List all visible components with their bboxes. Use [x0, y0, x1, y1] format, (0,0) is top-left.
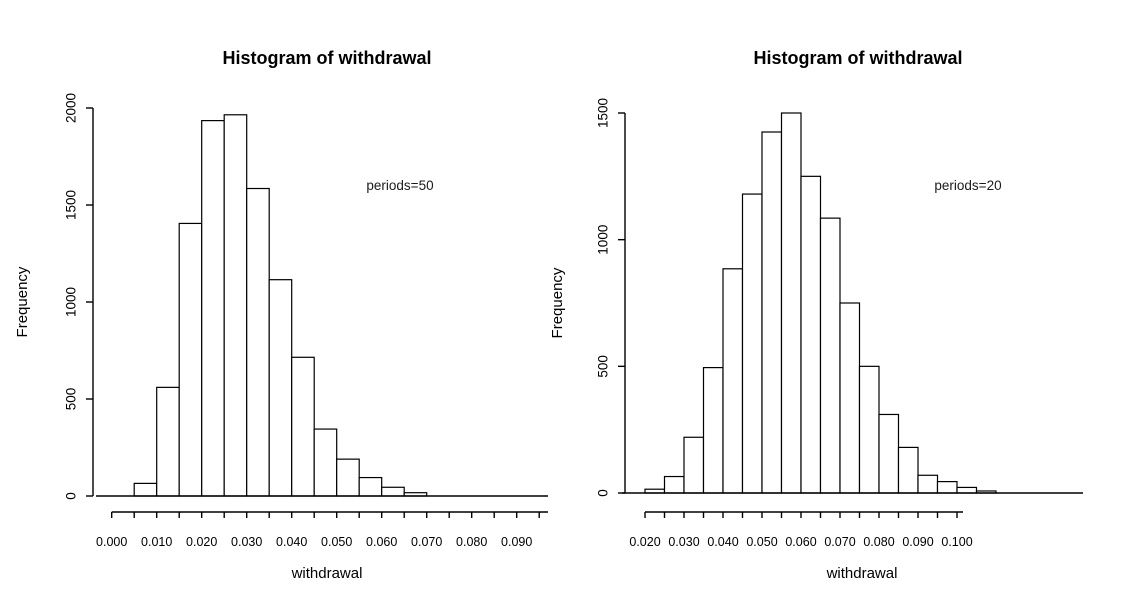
histogram-bar	[268, 279, 293, 497]
x-tick-label: 0.000	[96, 535, 127, 549]
y-axis-label: Frequency	[549, 267, 566, 338]
histogram-bar	[761, 131, 783, 494]
histogram-left: 0 500 1000 1500 2000 0.000 0.010 0.020 0.030 0.04…	[14, 48, 548, 582]
x-axis-label: withdrawal	[291, 565, 363, 582]
histogram-bar	[956, 486, 978, 494]
histogram-left-axes: 0 500 1000 1500 2000 0.000 0.010 0.020 0.030 0.04…	[64, 93, 548, 549]
histogram-bar	[156, 386, 180, 497]
y-tick-label: 1500	[64, 190, 79, 220]
histogram-bar	[858, 365, 880, 494]
x-tick-label: 0.050	[746, 535, 777, 549]
x-tick-label: 0.010	[141, 535, 172, 549]
x-tick-label: 0.060	[366, 535, 397, 549]
histogram-bar	[741, 193, 763, 494]
y-tick-label: 0	[64, 492, 79, 500]
histogram-bar	[917, 474, 939, 494]
y-tick-label: 1500	[596, 98, 611, 128]
y-tick-label: 1000	[64, 287, 79, 317]
y-tick-label: 1000	[596, 225, 611, 255]
histogram-bar	[663, 475, 685, 494]
histogram-bar	[780, 112, 802, 494]
y-tick-label: 500	[64, 388, 79, 411]
x-tick-label: 0.040	[276, 535, 307, 549]
histogram-bar	[313, 428, 338, 497]
x-tick-label: 0.080	[456, 535, 487, 549]
annotation-periods: periods=20	[934, 178, 1001, 193]
y-axis-label: Frequency	[14, 266, 31, 337]
histogram-bar	[178, 222, 203, 497]
x-tick-label: 0.070	[824, 535, 855, 549]
y-tick-label: 500	[596, 355, 611, 378]
histogram-bar	[246, 187, 270, 497]
x-axis-label: withdrawal	[826, 565, 898, 582]
x-tick-label: 0.040	[707, 535, 738, 549]
histogram-bar	[819, 217, 841, 494]
histogram-bar	[936, 481, 958, 494]
x-tick-label: 0.100	[941, 535, 972, 549]
x-tick-label: 0.060	[785, 535, 816, 549]
histogram-bar	[381, 486, 405, 497]
histogram-left-bars	[133, 114, 428, 497]
histogram-bar	[702, 367, 724, 494]
x-tick-label: 0.020	[629, 535, 660, 549]
annotation-periods: periods=50	[366, 178, 433, 193]
histogram-bar	[878, 413, 900, 494]
x-tick-label: 0.030	[231, 535, 262, 549]
histogram-right-axes: 0 500 1000 1500 0.020 0.030 0.040 0.050 0.060 0.0…	[596, 98, 1083, 549]
chart-title: Histogram of withdrawal	[753, 48, 962, 68]
chart-title: Histogram of withdrawal	[222, 48, 431, 68]
histogram-bar	[800, 175, 822, 494]
histogram-bar	[722, 268, 744, 494]
x-tick-label: 0.020	[186, 535, 217, 549]
y-tick-label: 0	[596, 489, 611, 497]
x-tick-label: 0.030	[668, 535, 699, 549]
histogram-bar	[223, 114, 248, 497]
x-tick-label: 0.090	[501, 535, 532, 549]
x-tick-label: 0.090	[902, 535, 933, 549]
histogram-bar	[897, 446, 919, 494]
histogram-right-bars	[644, 112, 997, 494]
histogram-bar	[291, 356, 315, 497]
x-tick-label: 0.070	[411, 535, 442, 549]
histogram-right: 0 500 1000 1500 0.020 0.030 0.040 0.050 0.060 0.0…	[549, 48, 1083, 582]
histogram-bar	[336, 458, 360, 497]
histogram-bar	[201, 120, 225, 497]
x-tick-label: 0.080	[863, 535, 894, 549]
y-tick-label: 2000	[64, 93, 79, 123]
histogram-bar	[358, 476, 383, 497]
histogram-bar	[683, 436, 705, 494]
histogram-bar	[839, 302, 861, 494]
x-tick-label: 0.050	[321, 535, 352, 549]
histogram-bar	[133, 482, 158, 497]
